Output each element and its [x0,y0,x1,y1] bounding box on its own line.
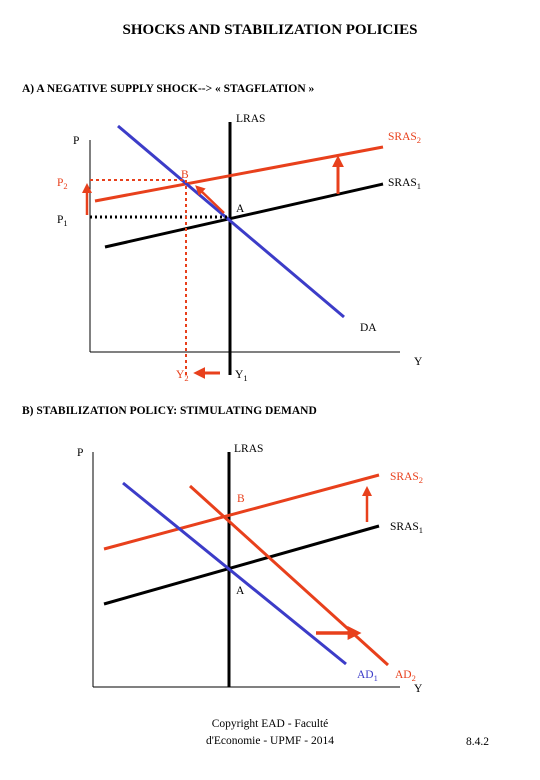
a-x-axis-label: Y [414,356,423,368]
a-point-a-label: A [236,203,245,215]
b-sras2-line [103,473,380,551]
b-point-a-label: A [236,585,245,597]
a-a-to-b-arrow [195,185,225,214]
a-demand-line [117,124,345,319]
b-ad1-label: AD1 [357,669,378,683]
b-sras1-line [103,524,380,606]
b-ad2-line [188,484,390,667]
section-a-heading: A) A NEGATIVE SUPPLY SHOCK--> « STAGFLAT… [22,83,315,95]
footer-line-2: d'Economie - UPMF - 2014 [206,735,334,747]
page-title: SHOCKS AND STABILIZATION POLICIES [122,22,418,38]
a-sras1-line [104,182,384,249]
a-y2-label: Y2 [176,369,189,383]
a-p1-label: P1 [57,214,68,228]
b-ad2-label: AD2 [395,669,416,683]
a-p2-label: P2 [57,177,68,191]
a-sras1-label: SRAS1 [388,177,421,191]
section-b-heading: B) STABILIZATION POLICY: STIMULATING DEM… [22,405,317,417]
diagram-b: LRAS P Y SRAS2 SRAS1 B A AD1 AD2 [77,443,423,695]
b-sras1-label: SRAS1 [390,521,423,535]
b-sras2-label: SRAS2 [390,471,423,485]
a-y-axis-label: P [73,135,79,147]
a-y1-label: Y1 [235,369,248,383]
b-point-b-label: B [237,493,245,505]
footer-copyright: Copyright EAD - Faculté d'Economie - UPM… [160,716,380,750]
a-demand-label: DA [360,322,377,334]
b-lras-label: LRAS [234,443,263,455]
diagram-a: LRAS P Y SRAS2 SRAS1 DA A B P2 P1 Y2 Y1 [57,113,423,383]
footer-line-1: Copyright EAD - Faculté [211,718,329,730]
a-lras-label: LRAS [236,113,265,125]
a-sras2-label: SRAS2 [388,131,421,145]
b-ad1-line [122,481,347,666]
b-x-axis-label: Y [414,683,423,695]
a-point-b-label: B [181,169,189,181]
b-y-axis-label: P [77,447,83,459]
page-number: 8.4.2 [466,736,489,748]
